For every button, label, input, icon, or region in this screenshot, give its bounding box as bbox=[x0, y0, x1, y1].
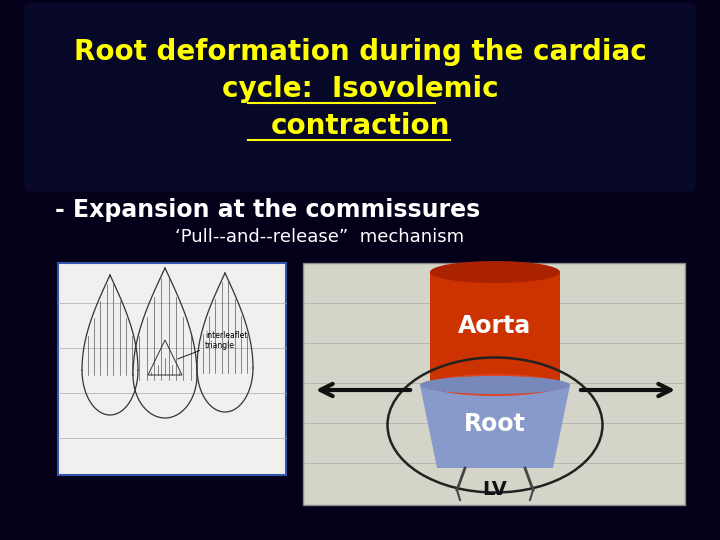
Ellipse shape bbox=[430, 374, 560, 396]
Polygon shape bbox=[420, 385, 570, 468]
FancyBboxPatch shape bbox=[25, 3, 695, 191]
Text: contraction: contraction bbox=[270, 112, 450, 140]
Text: LV: LV bbox=[482, 480, 508, 499]
Text: - Expansion at the commissures: - Expansion at the commissures bbox=[55, 198, 480, 222]
Text: Root: Root bbox=[464, 412, 526, 436]
Text: ‘Pull--and--release”  mechanism: ‘Pull--and--release” mechanism bbox=[175, 228, 464, 246]
Bar bbox=[58, 263, 286, 475]
Ellipse shape bbox=[430, 261, 560, 283]
Text: Aorta: Aorta bbox=[459, 314, 531, 338]
Text: cycle:  Isovolemic: cycle: Isovolemic bbox=[222, 75, 498, 103]
Text: interleaflet
triangle: interleaflet triangle bbox=[178, 330, 248, 359]
Ellipse shape bbox=[420, 376, 570, 394]
Bar bbox=[430, 272, 560, 385]
Text: Root deformation during the cardiac: Root deformation during the cardiac bbox=[73, 38, 647, 66]
Bar bbox=[303, 263, 685, 505]
